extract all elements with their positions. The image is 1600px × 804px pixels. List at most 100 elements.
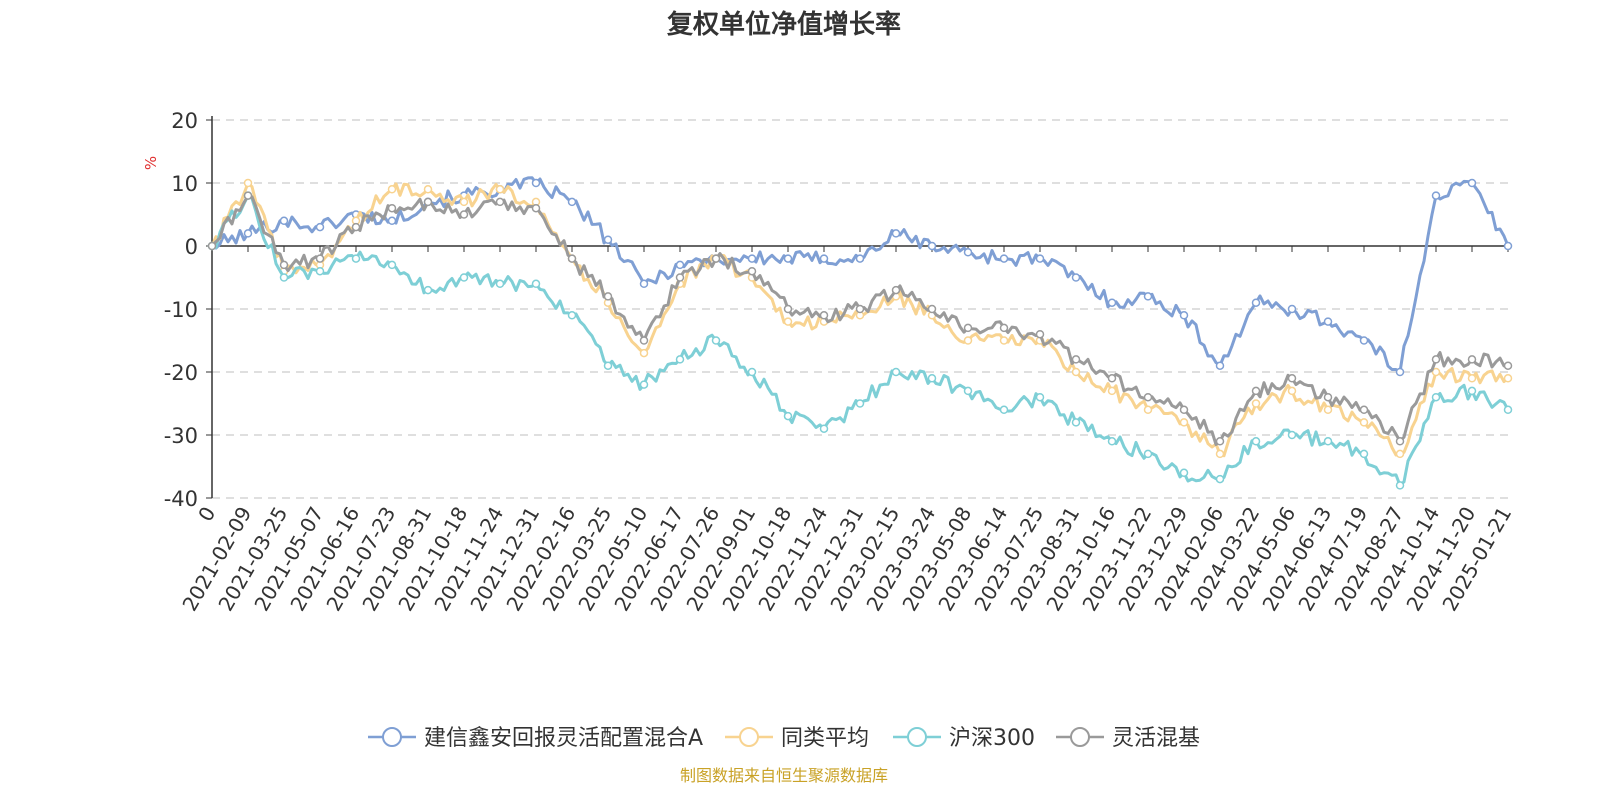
data-point[interactable] [999, 254, 1009, 263]
data-point[interactable] [927, 304, 937, 314]
data-point[interactable] [603, 292, 613, 301]
data-point[interactable] [1395, 367, 1405, 377]
data-point[interactable] [243, 191, 253, 200]
data-point[interactable] [1143, 405, 1153, 415]
data-point[interactable] [279, 273, 289, 282]
data-point[interactable] [963, 386, 973, 396]
data-point[interactable] [1503, 361, 1513, 370]
data-point[interactable] [459, 273, 469, 282]
data-point[interactable] [1395, 449, 1405, 459]
data-point[interactable] [495, 185, 505, 194]
data-point[interactable] [1107, 386, 1117, 396]
data-point[interactable] [1323, 317, 1333, 326]
data-point[interactable] [1251, 399, 1261, 408]
data-point[interactable] [1179, 405, 1189, 415]
data-point[interactable] [927, 374, 937, 383]
data-point[interactable] [1431, 191, 1441, 200]
data-point[interactable] [1431, 367, 1441, 377]
data-point[interactable] [963, 248, 973, 257]
data-point[interactable] [459, 210, 469, 219]
data-point[interactable] [1431, 392, 1441, 402]
data-point[interactable] [855, 254, 865, 263]
data-point[interactable] [1467, 178, 1477, 188]
data-point[interactable] [1179, 468, 1189, 478]
data-point[interactable] [1035, 329, 1045, 339]
data-point[interactable] [1503, 405, 1513, 415]
data-point[interactable] [639, 348, 649, 358]
legend-item[interactable]: 同类平均 [725, 726, 869, 751]
data-point[interactable] [1215, 449, 1225, 459]
data-point[interactable] [387, 216, 397, 226]
data-point[interactable] [1359, 418, 1369, 427]
data-point[interactable] [855, 399, 865, 408]
data-point[interactable] [531, 203, 541, 213]
data-point[interactable] [1251, 437, 1261, 446]
data-point[interactable] [1323, 405, 1333, 415]
data-point[interactable] [1395, 481, 1405, 490]
data-point[interactable] [819, 254, 829, 263]
data-point[interactable] [279, 216, 289, 226]
data-point[interactable] [963, 323, 973, 333]
data-point[interactable] [1107, 437, 1117, 446]
data-point[interactable] [747, 254, 757, 263]
data-point[interactable] [783, 304, 793, 314]
data-point[interactable] [423, 285, 433, 295]
data-point[interactable] [711, 336, 721, 345]
data-point[interactable] [711, 254, 721, 263]
data-point[interactable] [1395, 437, 1405, 446]
data-point[interactable] [1071, 355, 1081, 364]
data-point[interactable] [1323, 392, 1333, 402]
data-point[interactable] [927, 241, 937, 251]
data-point[interactable] [1071, 367, 1081, 377]
data-point[interactable] [1071, 418, 1081, 427]
data-point[interactable] [351, 222, 361, 232]
data-point[interactable] [423, 185, 433, 194]
data-point[interactable] [639, 380, 649, 389]
data-point[interactable] [783, 254, 793, 263]
data-point[interactable] [819, 424, 829, 433]
data-point[interactable] [207, 241, 217, 251]
data-point[interactable] [1215, 361, 1225, 370]
data-point[interactable] [891, 285, 901, 295]
data-point[interactable] [315, 266, 325, 276]
data-point[interactable] [747, 266, 757, 276]
data-point[interactable] [1107, 298, 1117, 307]
data-point[interactable] [567, 254, 577, 263]
data-point[interactable] [1467, 374, 1477, 383]
data-point[interactable] [1215, 474, 1225, 484]
data-point[interactable] [783, 411, 793, 421]
data-point[interactable] [387, 203, 397, 213]
data-point[interactable] [1035, 254, 1045, 263]
data-point[interactable] [1359, 449, 1369, 459]
data-point[interactable] [999, 323, 1009, 333]
data-point[interactable] [531, 178, 541, 188]
data-point[interactable] [999, 405, 1009, 415]
data-point[interactable] [567, 311, 577, 320]
data-point[interactable] [1143, 292, 1153, 301]
data-point[interactable] [1359, 336, 1369, 345]
data-point[interactable] [1179, 311, 1189, 320]
data-point[interactable] [243, 229, 253, 238]
data-point[interactable] [531, 279, 541, 289]
data-point[interactable] [1467, 386, 1477, 396]
data-point[interactable] [1179, 418, 1189, 427]
data-point[interactable] [1467, 355, 1477, 364]
data-point[interactable] [783, 317, 793, 326]
data-point[interactable] [1251, 298, 1261, 307]
data-point[interactable] [423, 197, 433, 207]
legend-item[interactable]: 建信鑫安回报灵活配置混合A [368, 726, 703, 751]
data-point[interactable] [639, 279, 649, 289]
data-point[interactable] [1287, 430, 1297, 440]
data-point[interactable] [315, 222, 325, 232]
data-point[interactable] [675, 273, 685, 282]
legend-item[interactable]: 沪深300 [893, 726, 1035, 751]
data-point[interactable] [1071, 273, 1081, 282]
data-point[interactable] [1503, 241, 1513, 251]
data-point[interactable] [1251, 386, 1261, 396]
data-point[interactable] [1143, 392, 1153, 402]
data-point[interactable] [675, 355, 685, 364]
data-point[interactable] [603, 235, 613, 244]
data-point[interactable] [1431, 355, 1441, 364]
data-point[interactable] [603, 361, 613, 370]
data-point[interactable] [351, 254, 361, 263]
